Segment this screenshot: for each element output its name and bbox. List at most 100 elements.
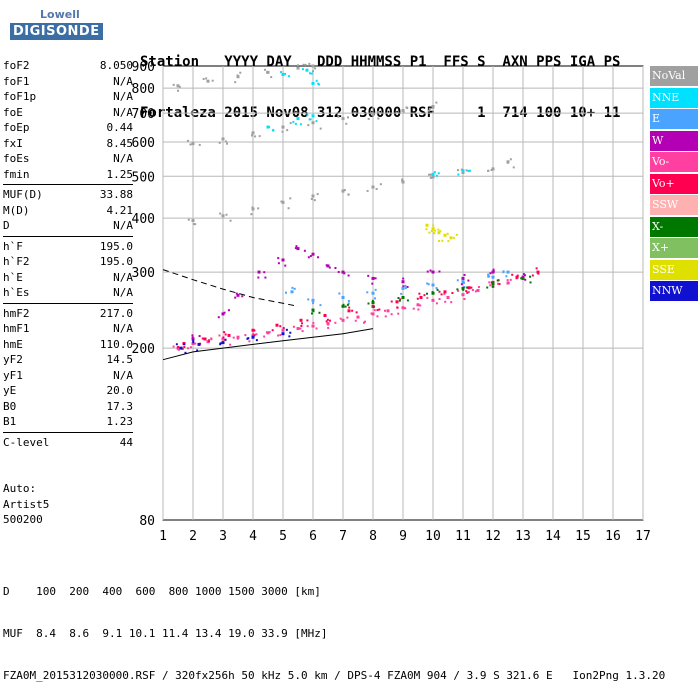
data-point: [337, 270, 340, 273]
data-point: [192, 341, 195, 344]
param-row: D N/A: [3, 218, 133, 234]
data-point: [418, 292, 421, 295]
data-point: [191, 337, 195, 341]
x-tick-label: 1: [159, 529, 167, 544]
data-point: [460, 283, 463, 286]
data-point: [431, 105, 435, 109]
data-point: [315, 327, 318, 330]
x-tick-label: 5: [279, 529, 287, 544]
data-point: [266, 331, 270, 335]
data-point: [438, 240, 441, 243]
data-point: [496, 279, 499, 282]
data-point: [371, 185, 375, 189]
param-row: foEs N/A: [3, 151, 133, 167]
data-point: [293, 287, 296, 290]
data-point: [506, 160, 510, 164]
data-point: [284, 72, 287, 75]
data-point: [443, 292, 446, 295]
data-point: [296, 64, 299, 67]
data-point: [268, 126, 271, 129]
data-point: [371, 312, 375, 316]
data-point: [281, 130, 284, 133]
param-row: h`F2 195.0: [3, 254, 133, 270]
data-point: [491, 282, 495, 286]
data-point: [397, 297, 400, 300]
data-point: [402, 110, 405, 113]
data-point: [326, 318, 329, 321]
data-point: [287, 207, 290, 210]
param-value: 217.0: [99, 306, 133, 320]
data-point: [502, 271, 505, 274]
data-point: [286, 129, 289, 132]
data-point: [208, 340, 211, 343]
param-row: h`Es N/A: [3, 285, 133, 301]
data-point: [312, 70, 315, 73]
data-point: [311, 298, 315, 302]
data-point: [311, 308, 315, 312]
data-point: [370, 312, 373, 315]
param-row: h`E N/A: [3, 270, 133, 286]
data-point: [224, 140, 227, 143]
data-point: [440, 293, 443, 296]
y-tick-label: 600: [132, 136, 155, 151]
data-point: [202, 77, 205, 80]
data-point: [308, 72, 311, 75]
param-value: 195.0: [99, 239, 133, 253]
param-name: yF1: [3, 368, 23, 382]
data-point: [345, 122, 348, 125]
data-point: [222, 336, 225, 339]
y-tick-label: 400: [132, 212, 155, 227]
data-point: [535, 267, 538, 270]
data-point: [196, 349, 199, 352]
data-point: [487, 273, 490, 276]
param-value: 4.21: [106, 203, 134, 217]
data-point: [427, 109, 430, 112]
data-point: [378, 308, 381, 311]
param-name: foEs: [3, 152, 30, 165]
data-point: [401, 286, 405, 290]
data-point: [264, 68, 267, 71]
data-point: [506, 270, 510, 274]
param-row: C-level 44: [3, 435, 133, 451]
data-point: [281, 328, 285, 332]
data-point: [467, 286, 471, 290]
data-point: [232, 336, 235, 339]
data-point: [280, 71, 283, 74]
data-point: [296, 247, 300, 251]
data-point: [201, 337, 204, 340]
data-point: [471, 289, 474, 292]
data-point: [492, 285, 495, 288]
data-point: [437, 231, 441, 235]
data-point: [223, 311, 226, 314]
data-point: [342, 319, 345, 322]
data-point: [315, 79, 318, 82]
data-point: [390, 313, 393, 316]
data-point: [235, 292, 238, 295]
data-point: [463, 297, 466, 300]
param-value: N/A: [113, 368, 133, 382]
data-point: [311, 312, 314, 315]
data-point: [431, 291, 434, 294]
data-point: [435, 302, 438, 305]
data-point: [285, 328, 288, 331]
panel-divider: [3, 184, 133, 185]
param-value: N/A: [113, 152, 133, 165]
param-value: 110.0: [99, 337, 133, 351]
data-point: [338, 292, 341, 295]
data-point: [374, 277, 377, 280]
data-point: [296, 327, 300, 331]
y-tick-label: 700: [132, 107, 155, 122]
data-point: [327, 323, 330, 326]
data-point: [179, 346, 183, 350]
data-point: [193, 223, 196, 226]
footer: D 100 200 400 600 800 1000 1500 3000 [km…: [3, 557, 665, 697]
data-point: [270, 76, 273, 79]
data-point: [446, 295, 450, 299]
data-point: [302, 63, 305, 66]
param-name: yF2: [3, 353, 23, 366]
data-point: [282, 326, 285, 329]
data-point: [266, 125, 270, 129]
data-point: [476, 288, 480, 292]
data-point: [244, 334, 247, 337]
data-point: [299, 327, 302, 330]
